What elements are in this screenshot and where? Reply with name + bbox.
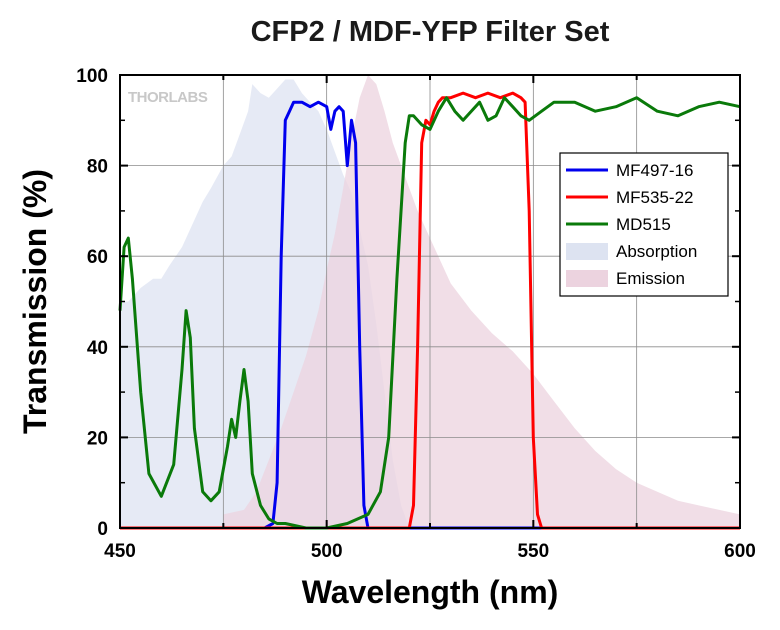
x-tick-label: 450 xyxy=(104,541,136,562)
y-tick-label: 0 xyxy=(97,519,108,540)
area-emission xyxy=(223,75,741,528)
line-layer xyxy=(118,91,741,530)
y-tick-label: 20 xyxy=(87,428,108,449)
y-tick-label: 100 xyxy=(76,66,108,87)
y-tick-label: 60 xyxy=(87,247,108,268)
legend-swatch-emission xyxy=(566,270,608,287)
legend-label-emission: Emission xyxy=(616,269,685,288)
y-tick-label: 80 xyxy=(87,157,108,178)
legend-swatch-absorption xyxy=(566,243,608,260)
series-line-mf535-22 xyxy=(120,91,740,530)
x-tick-label: 500 xyxy=(311,541,343,562)
series-line-mf497-16 xyxy=(120,100,740,530)
x-axis-label: Wavelength (nm) xyxy=(302,574,559,610)
tick-layer: 450 500 550 600 0 20 40 60 80 100 xyxy=(76,66,756,562)
legend-label-absorption: Absorption xyxy=(616,242,697,261)
watermark-logo: THORLABS xyxy=(128,89,208,106)
y-tick-label: 40 xyxy=(87,338,108,359)
x-tick-label: 550 xyxy=(517,541,549,562)
x-tick-label: 600 xyxy=(724,541,756,562)
series-line-md515 xyxy=(118,96,741,530)
legend: MF497-16 MF535-22 MD515 Absorption Emission xyxy=(559,152,729,297)
legend-label-md515: MD515 xyxy=(616,215,671,234)
chart-title: CFP2 / MDF-YFP Filter Set xyxy=(250,16,610,48)
area-layer xyxy=(120,75,741,528)
legend-label-mf497-16: MF497-16 xyxy=(616,161,693,180)
legend-label-mf535-22: MF535-22 xyxy=(616,188,693,207)
y-axis-label: Transmission (%) xyxy=(17,169,53,434)
